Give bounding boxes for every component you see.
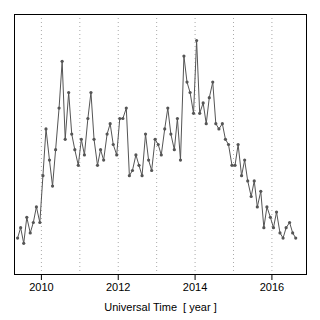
svg-text:2016: 2016	[260, 281, 284, 293]
svg-text:2014: 2014	[183, 281, 207, 293]
svg-text:2012: 2012	[106, 281, 130, 293]
svg-text:Universal Time [ year ]: Universal Time [ year ]	[104, 301, 216, 313]
svg-text:2010: 2010	[29, 281, 53, 293]
